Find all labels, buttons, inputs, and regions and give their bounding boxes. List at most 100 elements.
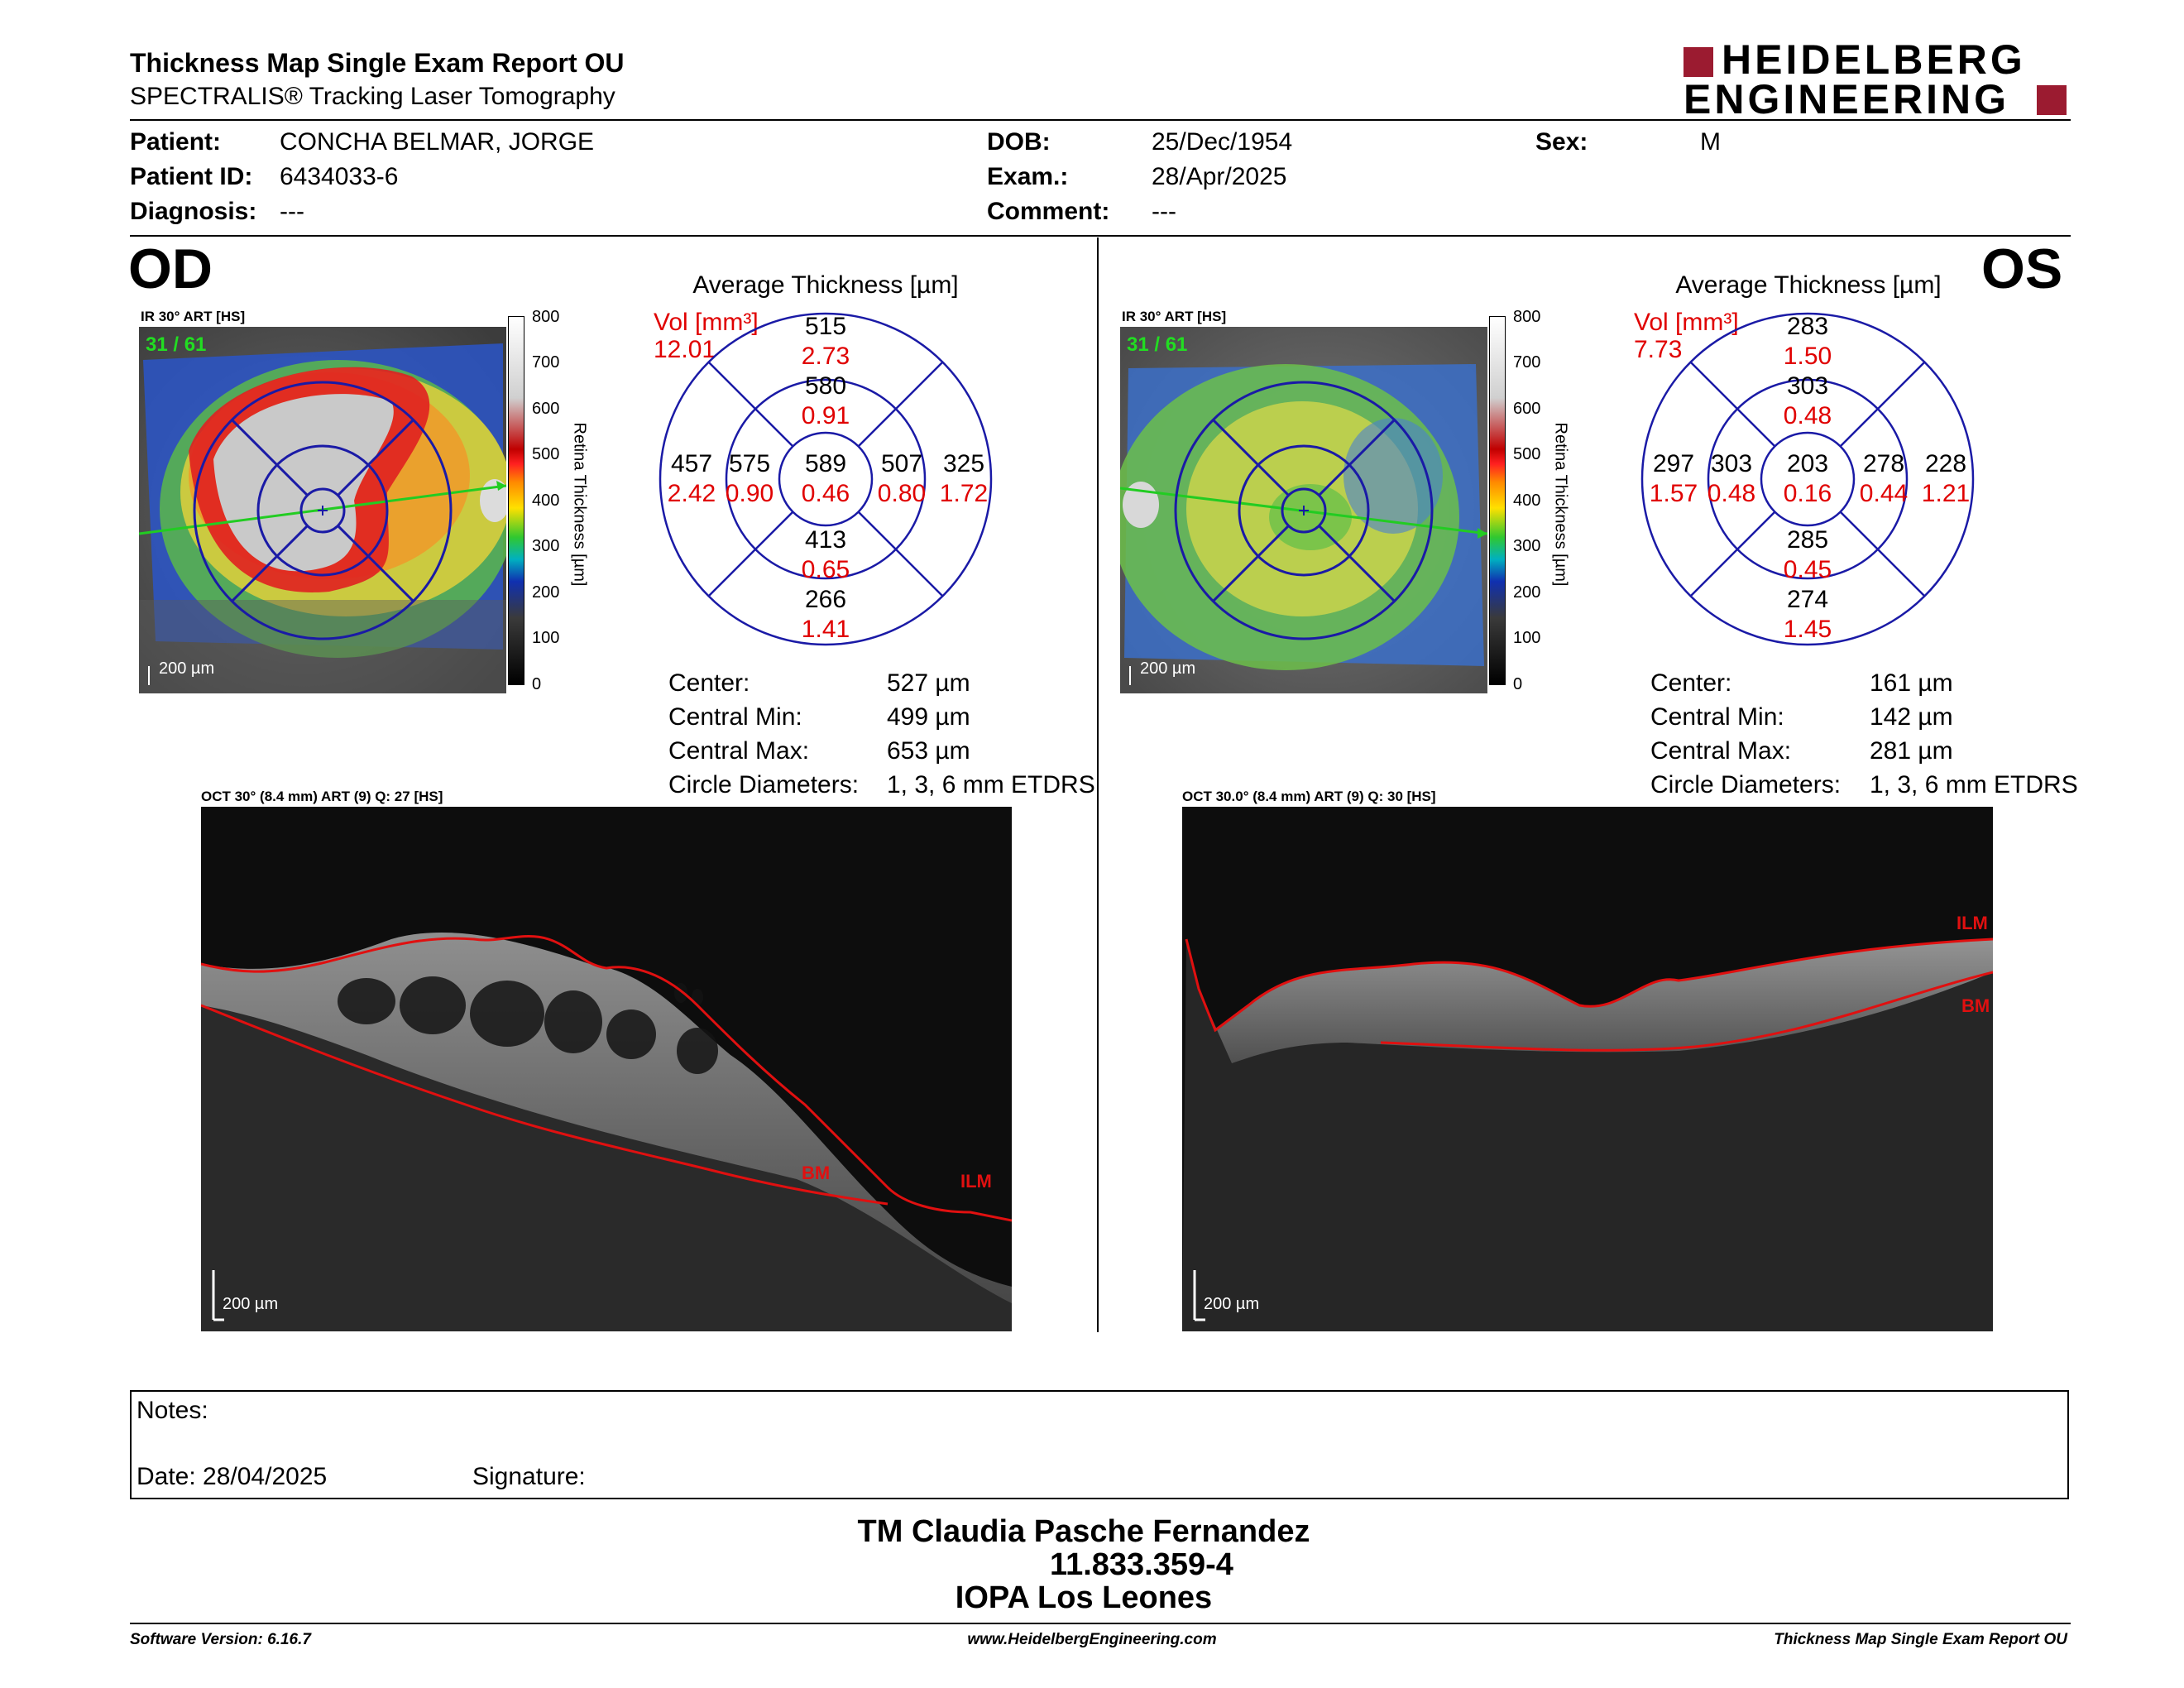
footer-divider bbox=[130, 1623, 2071, 1624]
os-inner-inf-thickness: 285 bbox=[1786, 526, 1829, 554]
od-circle-diameters-value: 1, 3, 6 mm ETDRS bbox=[887, 771, 1095, 798]
patient-divider bbox=[130, 235, 2071, 237]
logo-line2: ENGINEERING bbox=[1684, 76, 2010, 122]
os-cb-tick-0: 0 bbox=[1513, 675, 1523, 693]
od-central-max-value: 653 µm bbox=[887, 737, 970, 765]
os-cb-tick-100: 100 bbox=[1513, 629, 1541, 647]
od-thickness-map: 31 / 61 200 µm bbox=[138, 327, 515, 693]
od-outer-inf-thickness: 266 bbox=[804, 586, 847, 613]
patient-label: Patient: bbox=[130, 128, 222, 156]
os-oct-bm-label: BM bbox=[1961, 995, 1990, 1016]
od-outer-left-thickness: 457 bbox=[670, 450, 713, 477]
od-ir-label: IR 30° ART [HS] bbox=[141, 309, 246, 324]
od-inner-left-volume: 0.90 bbox=[725, 480, 774, 507]
os-central-max-label: Central Max: bbox=[1650, 737, 1792, 765]
os-outer-left-thickness: 297 bbox=[1652, 450, 1695, 477]
os-colorbar bbox=[1489, 316, 1506, 685]
os-etdrs-grid bbox=[1640, 312, 1975, 646]
od-cb-tick-300: 300 bbox=[532, 537, 560, 555]
od-avg-title: Average Thickness [µm] bbox=[692, 271, 959, 299]
date-label: Date: 28/04/2025 bbox=[136, 1463, 328, 1490]
os-oct-label: OCT 30.0° (8.4 mm) ART (9) Q: 30 [HS] bbox=[1182, 789, 1436, 804]
od-oct-scale: 200 µm bbox=[223, 1295, 279, 1313]
od-outer-sup-thickness: 515 bbox=[804, 313, 847, 340]
os-center-thickness: 203 bbox=[1786, 450, 1829, 477]
od-oct-ilm-label: ILM bbox=[960, 1171, 992, 1192]
os-center-value: 161 µm bbox=[1870, 669, 1953, 697]
os-inner-right-thickness: 278 bbox=[1862, 450, 1905, 477]
od-inner-inf-thickness: 413 bbox=[804, 526, 847, 554]
os-cb-tick-500: 500 bbox=[1513, 445, 1541, 463]
os-outer-right-volume: 1.21 bbox=[1921, 480, 1971, 507]
os-thickness-map: 31 / 61 200 µm bbox=[1112, 327, 1488, 693]
od-center-label: Center: bbox=[668, 669, 750, 697]
od-center-thickness: 589 bbox=[804, 450, 847, 477]
os-outer-inf-thickness: 274 bbox=[1786, 586, 1829, 613]
od-central-max-label: Central Max: bbox=[668, 737, 810, 765]
dob-label: DOB: bbox=[987, 128, 1051, 156]
footer-website[interactable]: www.HeidelbergEngineering.com bbox=[967, 1631, 1217, 1648]
os-frame-counter: 31 / 61 bbox=[1127, 333, 1188, 356]
od-inner-sup-volume: 0.91 bbox=[801, 402, 850, 429]
os-inner-left-volume: 0.48 bbox=[1707, 480, 1756, 507]
od-oct-bscan: BM ILM 200 µm bbox=[200, 807, 1013, 1331]
logo-line1: HEIDELBERG bbox=[1722, 36, 2026, 83]
os-center-label: Center: bbox=[1650, 669, 1732, 697]
od-outer-right-thickness: 325 bbox=[942, 450, 985, 477]
os-avg-title: Average Thickness [µm] bbox=[1675, 271, 1942, 299]
notes-box: Notes: Date: 28/04/2025 Signature: bbox=[130, 1390, 2069, 1499]
od-central-min-label: Central Min: bbox=[668, 703, 802, 731]
od-cb-tick-100: 100 bbox=[532, 629, 560, 647]
os-cb-tick-600: 600 bbox=[1513, 400, 1541, 418]
os-inner-inf-volume: 0.45 bbox=[1783, 556, 1832, 583]
od-inner-right-volume: 0.80 bbox=[877, 480, 927, 507]
od-outer-inf-volume: 1.41 bbox=[801, 616, 850, 643]
comment-value: --- bbox=[1152, 198, 1176, 225]
os-outer-left-volume: 1.57 bbox=[1649, 480, 1698, 507]
od-circle-diameters-label: Circle Diameters: bbox=[668, 771, 860, 798]
od-oct-bm-label: BM bbox=[802, 1163, 831, 1183]
od-map-scale: 200 µm bbox=[159, 659, 215, 678]
od-outer-left-volume: 2.42 bbox=[667, 480, 716, 507]
od-cb-tick-400: 400 bbox=[532, 492, 560, 510]
os-outer-inf-volume: 1.45 bbox=[1783, 616, 1832, 643]
od-outer-sup-volume: 2.73 bbox=[801, 343, 850, 370]
od-center-volume: 0.46 bbox=[801, 480, 850, 507]
os-cb-tick-200: 200 bbox=[1513, 583, 1541, 602]
os-vol-value: 7.73 bbox=[1634, 336, 1683, 363]
os-cb-tick-700: 700 bbox=[1513, 353, 1541, 372]
od-cb-tick-700: 700 bbox=[532, 353, 560, 372]
od-cb-tick-800: 800 bbox=[532, 308, 560, 326]
od-cb-tick-0: 0 bbox=[532, 675, 542, 693]
os-ir-label: IR 30° ART [HS] bbox=[1122, 309, 1227, 324]
exam-value: 28/Apr/2025 bbox=[1152, 163, 1287, 190]
os-cb-tick-300: 300 bbox=[1513, 537, 1541, 555]
os-cb-tick-800: 800 bbox=[1513, 308, 1541, 326]
signature-label: Signature: bbox=[472, 1463, 586, 1490]
patient-id-label: Patient ID: bbox=[130, 163, 253, 190]
exam-label: Exam.: bbox=[987, 163, 1069, 190]
os-inner-left-thickness: 303 bbox=[1710, 450, 1753, 477]
report-subtitle: SPECTRALIS® Tracking Laser Tomography bbox=[130, 83, 615, 110]
od-inner-inf-volume: 0.65 bbox=[801, 556, 850, 583]
os-circle-diameters-label: Circle Diameters: bbox=[1650, 771, 1842, 798]
od-center-value: 527 µm bbox=[887, 669, 970, 697]
os-oct-ilm-label: ILM bbox=[1956, 913, 1988, 933]
os-inner-right-volume: 0.44 bbox=[1859, 480, 1909, 507]
od-eye-label: OD bbox=[128, 237, 213, 300]
od-colorbar-label: Retina Thickness [µm] bbox=[570, 422, 589, 587]
diagnosis-value: --- bbox=[280, 198, 304, 225]
comment-label: Comment: bbox=[987, 198, 1110, 225]
os-outer-sup-volume: 1.50 bbox=[1783, 343, 1832, 370]
os-cb-tick-400: 400 bbox=[1513, 492, 1541, 510]
footer-report-name: Thickness Map Single Exam Report OU bbox=[1774, 1631, 2067, 1648]
sex-value: M bbox=[1700, 128, 1721, 156]
patient-id-value: 6434033-6 bbox=[280, 163, 399, 190]
od-inner-right-thickness: 507 bbox=[880, 450, 923, 477]
heidelberg-logo: HEIDELBERG ENGINEERING bbox=[1684, 39, 2068, 122]
od-frame-counter: 31 / 61 bbox=[146, 333, 207, 356]
os-inner-sup-thickness: 303 bbox=[1786, 372, 1829, 400]
os-inner-sup-volume: 0.48 bbox=[1783, 402, 1832, 429]
os-center-volume: 0.16 bbox=[1783, 480, 1832, 507]
diagnosis-label: Diagnosis: bbox=[130, 198, 257, 225]
